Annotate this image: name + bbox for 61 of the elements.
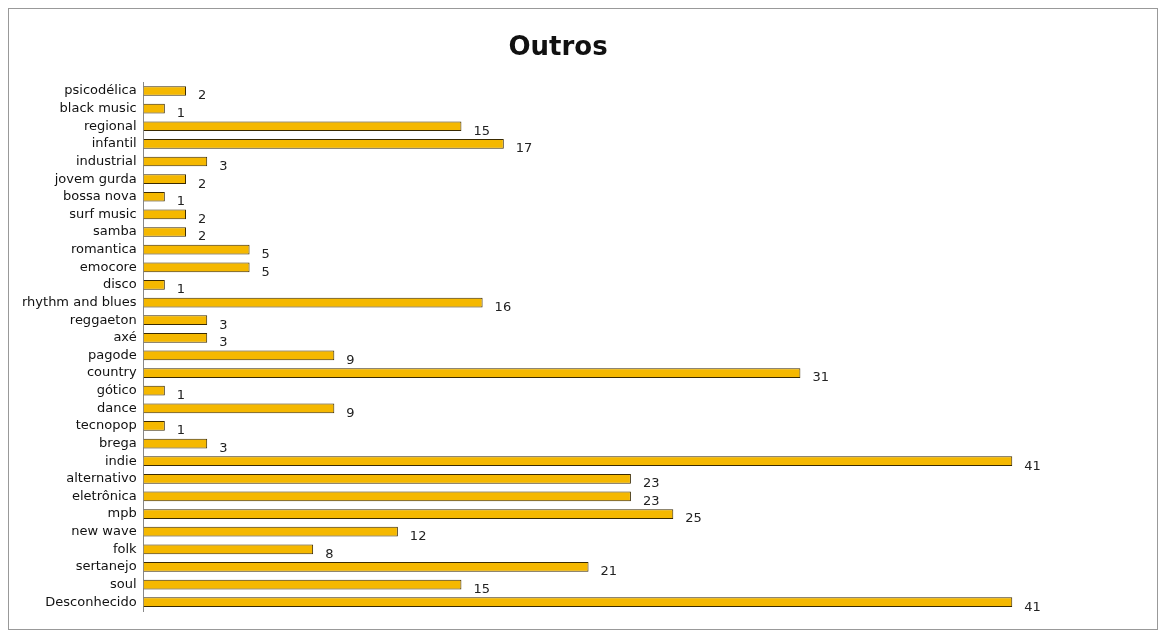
y-tick-label: axé xyxy=(113,329,137,345)
y-tick-label: alternativo xyxy=(66,470,137,486)
y-tick-label: romantica xyxy=(70,241,137,257)
y-tick-label: sertanejo xyxy=(75,558,137,574)
y-tick-label: pagode xyxy=(87,346,137,362)
data-label: 15 xyxy=(473,580,490,596)
y-tick-label: country xyxy=(86,364,137,380)
data-label: 12 xyxy=(409,528,427,544)
y-tick-label: reggaeton xyxy=(69,311,137,327)
data-label: 3 xyxy=(219,334,228,350)
data-label: 5 xyxy=(261,246,270,262)
data-label: 16 xyxy=(494,298,512,314)
y-tick-label: indie xyxy=(104,452,137,468)
y-tick-label: bossa nova xyxy=(62,188,137,204)
data-label: 1 xyxy=(176,193,186,209)
y-tick-label: soul xyxy=(110,575,137,591)
data-label: 23 xyxy=(642,492,660,508)
data-label: 31 xyxy=(812,369,829,385)
data-label: 15 xyxy=(473,122,490,138)
data-label: 21 xyxy=(600,563,618,579)
y-tick-label: black music xyxy=(59,100,137,116)
y-tick-label: industrial xyxy=(75,152,137,168)
y-tick-label: brega xyxy=(99,434,137,450)
y-tick-label: samba xyxy=(93,223,137,239)
data-label: 1 xyxy=(176,422,186,438)
data-label: 2 xyxy=(198,228,207,244)
data-label: 9 xyxy=(346,351,355,367)
y-tick-label: emocore xyxy=(79,258,137,274)
y-tick-label: folk xyxy=(112,540,138,556)
y-tick-label: new wave xyxy=(71,523,137,539)
data-label: 25 xyxy=(685,510,702,526)
y-tick-label: rhythm and blues xyxy=(21,293,137,309)
data-label: 41 xyxy=(1024,598,1041,614)
data-label: 8 xyxy=(325,545,334,561)
data-label: 5 xyxy=(261,263,270,279)
data-label: 3 xyxy=(219,157,228,173)
y-tick-label: gótico xyxy=(96,382,137,398)
data-label: 9 xyxy=(346,404,355,420)
y-tick-label: tecnopop xyxy=(75,417,137,433)
chart-title: Outros xyxy=(508,31,608,62)
data-label: 3 xyxy=(219,316,228,332)
y-tick-label: Desconhecido xyxy=(45,593,137,609)
data-label: 2 xyxy=(198,210,207,226)
y-tick-label: mpb xyxy=(107,505,137,521)
data-label: 2 xyxy=(198,175,207,191)
y-tick-label: psicodélica xyxy=(64,82,137,98)
data-label: 3 xyxy=(219,439,228,455)
data-label: 17 xyxy=(515,140,533,156)
data-label: 1 xyxy=(176,281,186,297)
y-tick-label: surf music xyxy=(69,205,137,221)
y-tick-label: dance xyxy=(97,399,137,415)
y-tick-label: regional xyxy=(83,117,137,133)
data-label: 23 xyxy=(642,475,660,491)
data-label: 41 xyxy=(1024,457,1041,473)
y-tick-label: infantil xyxy=(91,135,137,151)
data-label: 1 xyxy=(176,387,186,403)
data-label: 2 xyxy=(198,87,207,103)
data-label: 1 xyxy=(176,105,186,121)
y-tick-label: jovem gurda xyxy=(53,170,137,186)
y-tick-label: disco xyxy=(102,276,137,292)
y-tick-label: eletrônica xyxy=(71,487,137,503)
